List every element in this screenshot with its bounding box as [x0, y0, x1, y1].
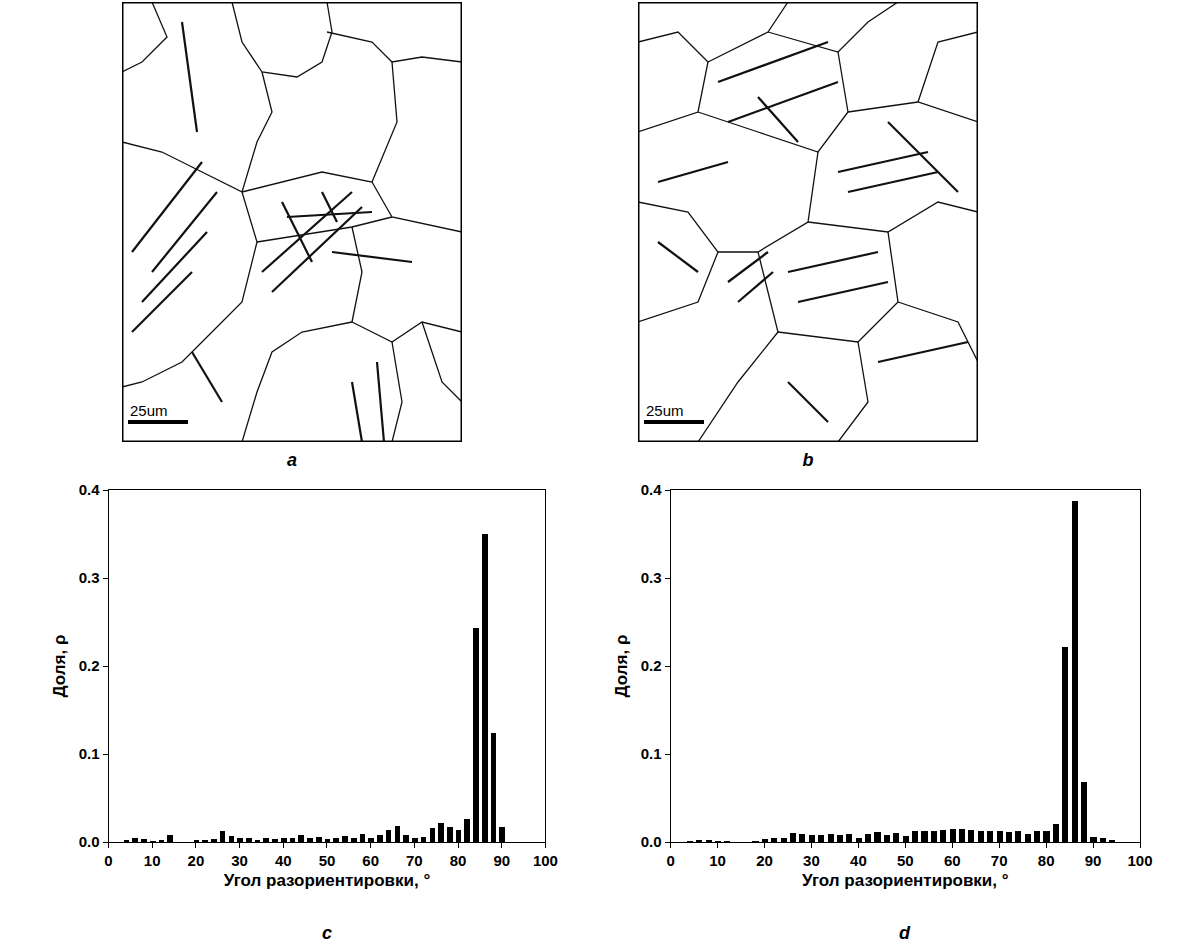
svg-text:0.2: 0.2 — [641, 657, 662, 674]
svg-text:Угол разориентировки, °: Угол разориентировки, ° — [802, 871, 1009, 890]
svg-text:Угол разориентировки, °: Угол разориентировки, ° — [224, 871, 431, 890]
svg-text:c: c — [322, 923, 332, 942]
svg-text:50: 50 — [319, 852, 336, 869]
svg-text:40: 40 — [850, 852, 867, 869]
svg-text:50: 50 — [897, 852, 914, 869]
svg-text:25um: 25um — [646, 402, 684, 419]
svg-text:30: 30 — [803, 852, 820, 869]
svg-text:70: 70 — [406, 852, 423, 869]
svg-text:100: 100 — [1128, 852, 1153, 869]
svg-text:0.0: 0.0 — [79, 833, 100, 850]
svg-text:25um: 25um — [130, 402, 168, 419]
svg-text:80: 80 — [450, 852, 467, 869]
svg-text:0.0: 0.0 — [641, 833, 662, 850]
svg-text:0: 0 — [104, 852, 112, 869]
svg-text:30: 30 — [231, 852, 248, 869]
svg-text:10: 10 — [709, 852, 726, 869]
svg-text:60: 60 — [944, 852, 961, 869]
svg-text:0.4: 0.4 — [641, 481, 663, 498]
svg-text:20: 20 — [188, 852, 205, 869]
svg-text:0.4: 0.4 — [79, 481, 101, 498]
html-text:b: b — [802, 450, 814, 470]
html-text:a: a — [287, 450, 297, 470]
svg-text:0: 0 — [666, 852, 674, 869]
svg-text:0.1: 0.1 — [641, 745, 662, 762]
svg-text:90: 90 — [493, 852, 510, 869]
svg-text:0.2: 0.2 — [79, 657, 100, 674]
svg-text:Доля, ρ: Доля, ρ — [50, 635, 69, 698]
svg-text:Доля, ρ: Доля, ρ — [612, 635, 631, 698]
svg-text:0.3: 0.3 — [641, 569, 662, 586]
svg-text:d: d — [899, 923, 911, 942]
svg-text:0.3: 0.3 — [79, 569, 100, 586]
svg-text:0.1: 0.1 — [79, 745, 100, 762]
svg-text:70: 70 — [991, 852, 1008, 869]
svg-text:40: 40 — [275, 852, 292, 869]
svg-text:10: 10 — [144, 852, 161, 869]
svg-text:90: 90 — [1085, 852, 1102, 869]
svg-text:80: 80 — [1038, 852, 1055, 869]
svg-text:60: 60 — [362, 852, 379, 869]
svg-text:20: 20 — [756, 852, 773, 869]
svg-text:100: 100 — [533, 852, 558, 869]
